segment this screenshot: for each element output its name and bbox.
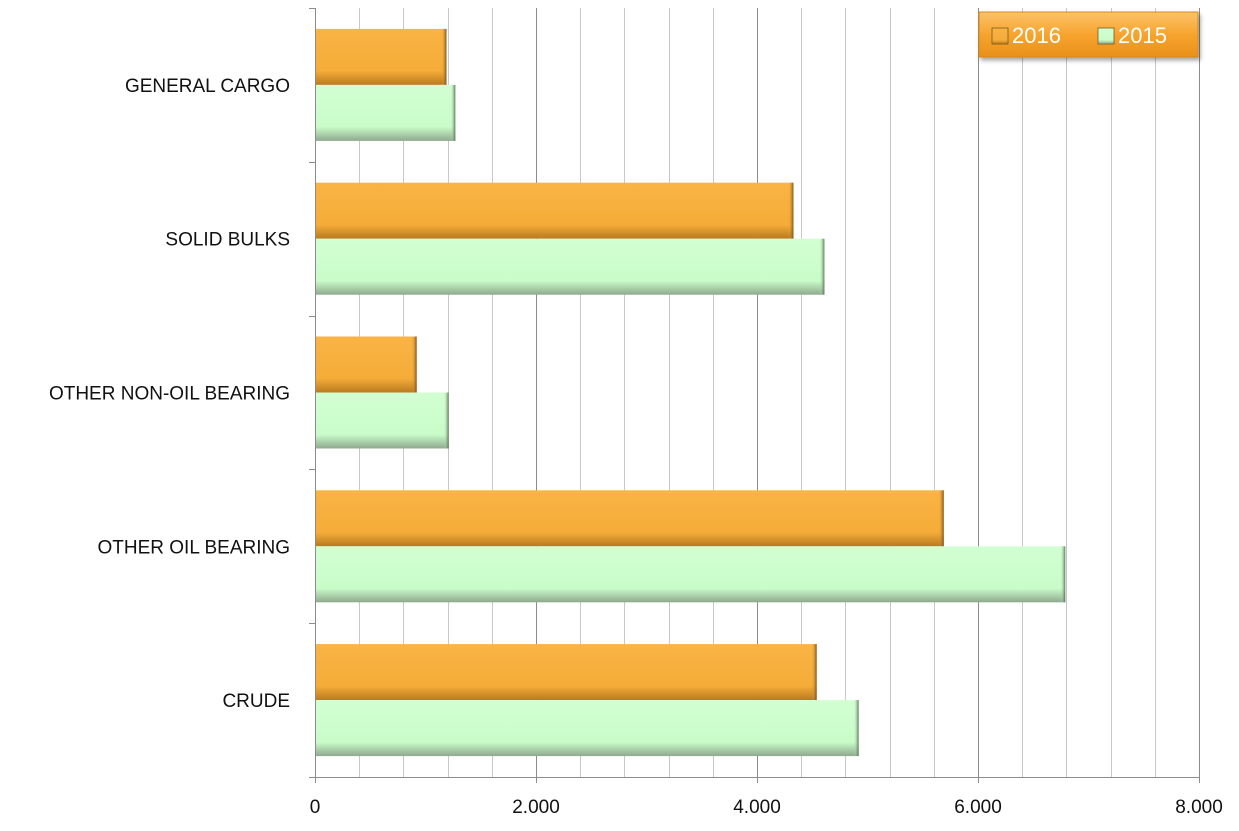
gridlines xyxy=(359,8,1200,777)
x-tick-label: 4.000 xyxy=(733,797,781,818)
bar-2015-general-cargo xyxy=(315,84,456,141)
category-label: OTHER OIL BEARING xyxy=(98,537,291,558)
bar-2015-crude xyxy=(315,700,859,757)
bar-2016-other-oil-bearing xyxy=(315,490,944,547)
x-tick-label: 2.000 xyxy=(512,797,560,818)
category-label: SOLID BULKS xyxy=(165,230,290,251)
bar-2015-solid-bulks xyxy=(315,238,825,295)
category-label: GENERAL CARGO xyxy=(125,76,290,97)
legend-entry-2016: 2016 xyxy=(991,23,1061,48)
legend: 2016 2015 xyxy=(978,11,1199,58)
x-tick-label: 6.000 xyxy=(954,797,1002,818)
legend-label: 2016 xyxy=(1012,23,1061,48)
legend-entry-2015: 2015 xyxy=(1097,23,1167,48)
x-tick-label: 8.000 xyxy=(1175,797,1223,818)
bars xyxy=(315,28,1066,757)
bar-2015-other-oil-bearing xyxy=(315,546,1066,603)
legend-label: 2015 xyxy=(1118,23,1167,48)
bar-2016-other-non-oil-bearing xyxy=(315,336,417,393)
bar-2016-solid-bulks xyxy=(315,182,794,239)
legend-swatch xyxy=(1097,27,1115,45)
category-label: CRUDE xyxy=(222,691,290,712)
legend-swatch xyxy=(991,27,1009,45)
bar-2016-crude xyxy=(315,644,817,701)
x-tick-label: 0 xyxy=(310,797,321,818)
axes xyxy=(309,8,1200,783)
legend-box xyxy=(978,11,1199,58)
bar-2016-general-cargo xyxy=(315,28,447,85)
category-label: OTHER NON-OIL BEARING xyxy=(49,384,290,405)
labels: GENERAL CARGO SOLID BULKS OTHER NON-OIL BE… xyxy=(49,76,1223,818)
bar-2015-other-non-oil-bearing xyxy=(315,392,449,449)
